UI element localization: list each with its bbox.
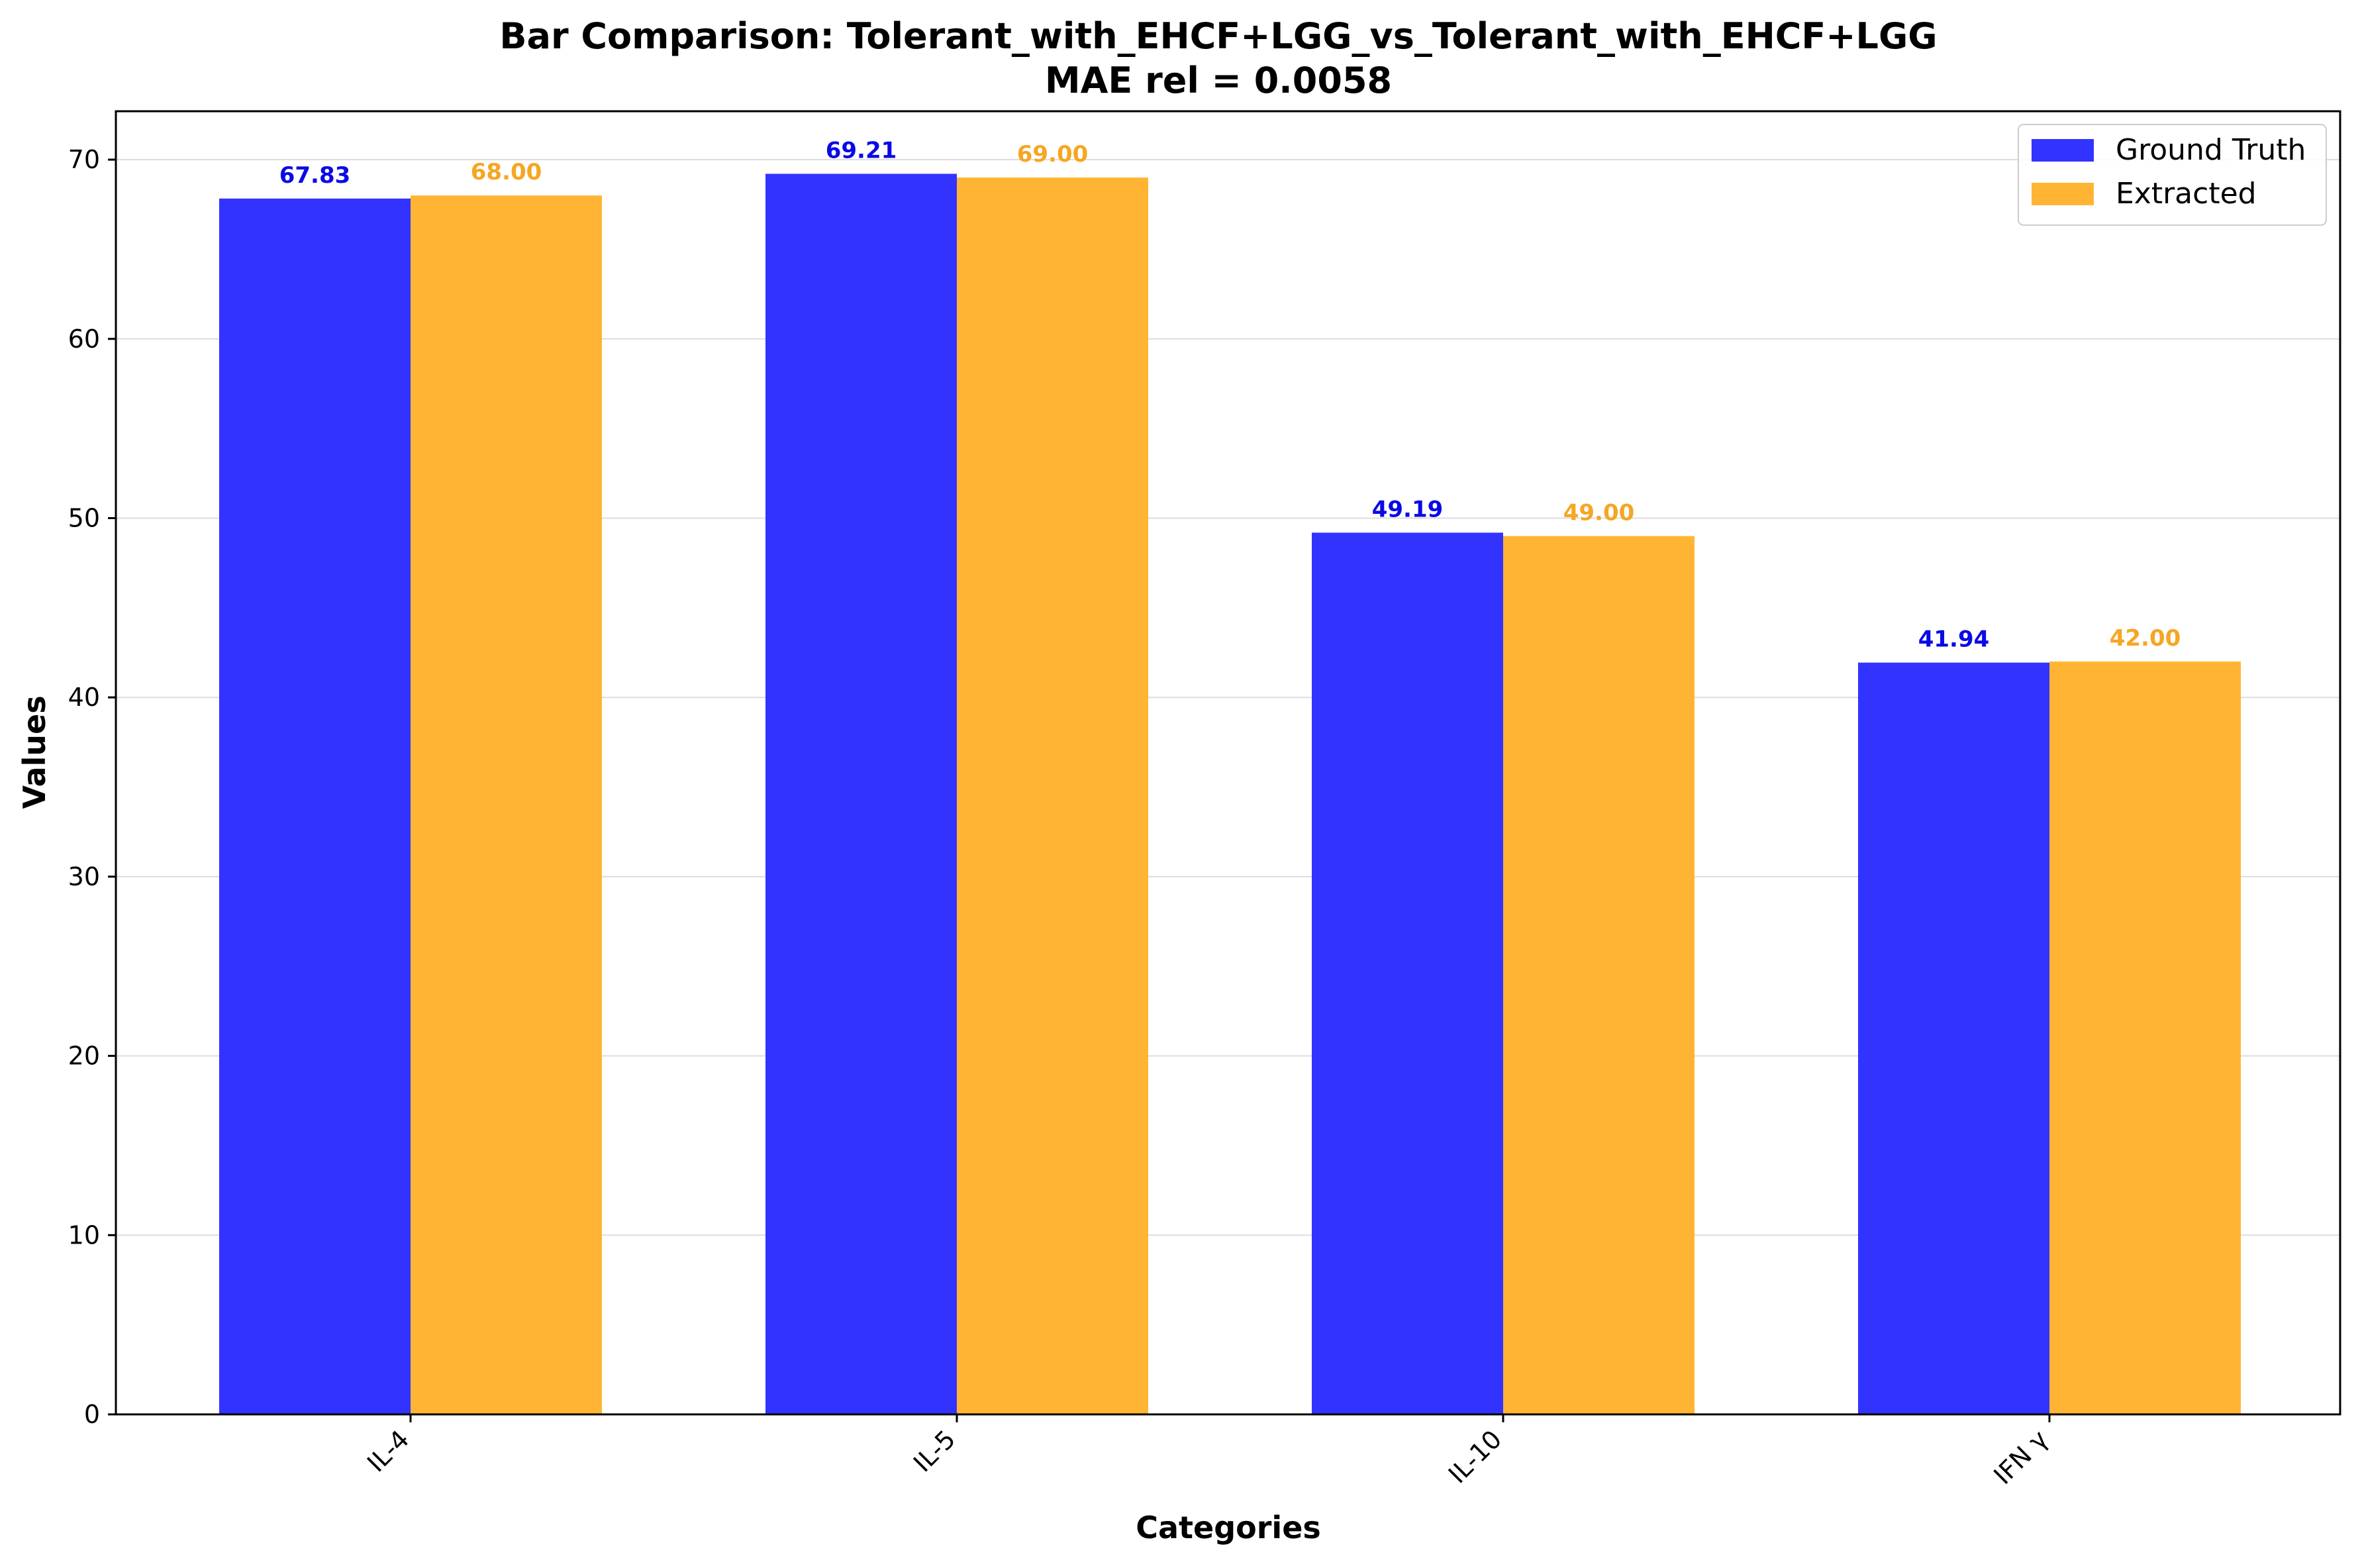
legend-swatch (2032, 183, 2094, 205)
bars (219, 173, 2241, 1415)
bar-value-label: 49.00 (1563, 500, 1635, 526)
legend-label: Extracted (2116, 177, 2257, 211)
bar (1312, 532, 1503, 1415)
bar (1503, 536, 1695, 1415)
x-tick-label: IFN γ (1988, 1424, 2053, 1490)
legend-swatch (2032, 139, 2094, 162)
bar-value-label: 68.00 (471, 159, 542, 185)
y-tick-label: 30 (68, 862, 100, 891)
bar-value-label: 42.00 (2110, 625, 2181, 652)
bar-value-label: 41.94 (1918, 626, 1990, 653)
y-tick-label: 70 (68, 145, 100, 174)
bar-value-label: 67.83 (279, 162, 351, 189)
chart-subtitle: MAE rel = 0.0058 (1045, 60, 1392, 101)
bar (1858, 662, 2049, 1414)
legend-label: Ground Truth (2116, 133, 2306, 167)
legend-box (2018, 124, 2327, 226)
x-axis: IL-4 IL-5 IL-10 IFN γ (362, 1414, 2053, 1490)
bar (2049, 662, 2241, 1414)
plot-frame (115, 110, 2341, 1416)
chart-title: Bar Comparison: Tolerant_with_EHCF+LGG_v… (499, 15, 1937, 57)
bar-value-label: 69.21 (826, 137, 897, 164)
bar (765, 173, 957, 1414)
y-tick-label: 40 (68, 683, 100, 712)
y-axis: 0 10 20 30 40 50 60 70 (68, 145, 116, 1429)
y-tick-label: 60 (68, 324, 100, 354)
y-tick-label: 10 (68, 1220, 100, 1250)
y-tick-label: 20 (68, 1042, 100, 1071)
y-axis-label: Values (17, 695, 52, 808)
value-labels: 67.83 68.00 69.21 69.00 49.19 49.00 41.94 42.00 (279, 137, 2181, 652)
bar (957, 177, 1148, 1414)
y-tick-label: 0 (84, 1400, 100, 1429)
x-tick-label: IL-4 (362, 1424, 415, 1477)
x-tick-label: IL-5 (908, 1424, 961, 1477)
bar (411, 195, 602, 1414)
x-axis-label: Categories (1136, 1510, 1321, 1545)
bar-value-label: 49.19 (1372, 496, 1444, 522)
x-tick-label: IL-10 (1443, 1424, 1507, 1489)
bar (219, 198, 411, 1414)
bar-value-label: 69.00 (1017, 141, 1089, 168)
legend: Ground Truth Extracted (2018, 124, 2327, 226)
y-tick-label: 50 (68, 503, 100, 532)
